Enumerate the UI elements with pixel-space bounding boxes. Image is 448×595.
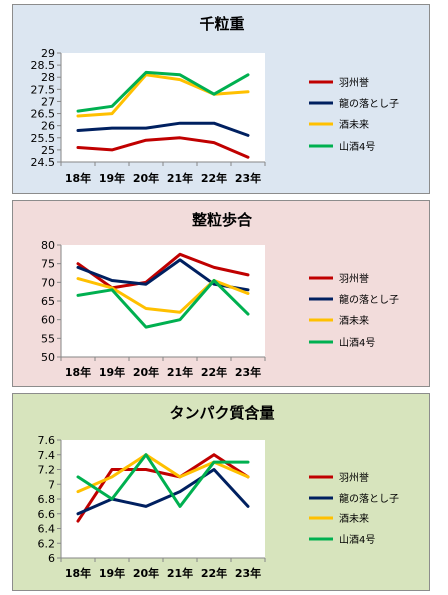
chart-panel-sennryuju: 千粒重 24.5 25 25.5 26 26.5 27 27.5 28 28.5 29 18年 19年 2…: [12, 4, 430, 194]
chart-title: 整粒歩合: [192, 211, 253, 229]
y-tick-label: 28: [41, 71, 55, 84]
chart-title: 千粒重: [199, 15, 244, 33]
x-tick-label: 23年: [235, 171, 261, 185]
x-tick-label: 22年: [201, 365, 227, 379]
legend-label: 酒未来: [339, 315, 369, 327]
series-line-3: [76, 70, 250, 113]
chart-svg: タンパク質含量 6 6.26.4 6.6 6.8 77.2 7.4 7.6 18年 19年 20年 2…: [38, 404, 400, 580]
y-tick-label: 29: [41, 47, 55, 60]
y-tick-label: 55: [41, 332, 55, 345]
series-line-0: [76, 252, 250, 290]
legend-label: 羽州誉: [339, 471, 369, 484]
series-line-1: [76, 468, 250, 516]
x-tick-label: 22年: [201, 566, 227, 580]
x-tick-label: 20年: [133, 171, 159, 185]
series-line-1: [76, 121, 250, 137]
y-tick-label: 7: [48, 478, 55, 491]
y-tick-label: 80: [41, 239, 55, 252]
legend-label: 山酒4号: [339, 337, 375, 349]
x-tick-label: 19年: [99, 171, 125, 185]
y-tick-label: 25.5: [31, 132, 56, 145]
y-tick-label: 6.6: [38, 508, 56, 521]
y-tick-label: 70: [41, 276, 55, 289]
series-line-2: [76, 73, 250, 118]
y-tick-label: 60: [41, 314, 55, 327]
series-line-2: [76, 453, 250, 494]
y-tick-label: 6.4: [38, 523, 56, 536]
chart-title: タンパク質含量: [169, 404, 274, 422]
x-tick-label: 21年: [167, 365, 193, 379]
x-tick-label: 22年: [201, 171, 227, 185]
series-line-0: [76, 136, 250, 159]
y-tick-label: 7.6: [38, 434, 56, 447]
x-tick-label: 23年: [235, 566, 261, 580]
y-tick-label: 7.2: [38, 464, 56, 477]
y-tick-label: 75: [41, 258, 55, 271]
y-tick-label: 6.8: [38, 493, 56, 506]
legend-label: 龍の落とし子: [339, 492, 399, 505]
y-tick-label: 6.2: [38, 537, 56, 550]
chart-svg: 整粒歩合 50 55 60 65 70 75 80 18年 19年 20年 21年 22年 23年 羽州誉龍…: [41, 211, 399, 379]
chart-panel-seiryubuai: 整粒歩合 50 55 60 65 70 75 80 18年 19年 20年 21年 22年 23年 羽州誉龍…: [12, 200, 430, 387]
y-tick-label: 28.5: [31, 59, 56, 72]
legend-label: 龍の落とし子: [339, 97, 399, 110]
chart-panel-tanpaku: タンパク質含量 6 6.2 6.4 6.6 6.8 7 7.2 7.4 7.6 18年 19年 20年 2…: [12, 393, 430, 591]
series-line-3: [76, 279, 250, 329]
legend-label: 酒未来: [339, 119, 369, 131]
y-tick-label: 6: [48, 552, 55, 565]
plot-area: [61, 53, 265, 162]
x-tick-label: 23年: [235, 365, 261, 379]
legend-label: 山酒4号: [339, 534, 375, 546]
x-tick-label: 18年: [65, 171, 91, 185]
y-tick-label: 50: [41, 351, 55, 364]
plot-area: [61, 245, 265, 357]
legend-label: 山酒4号: [339, 141, 375, 153]
legend-label: 酒未来: [339, 513, 369, 525]
legend-label: 羽州誉: [339, 272, 369, 285]
x-tick-label: 21年: [167, 171, 193, 185]
series-line-3: [76, 453, 250, 508]
y-tick-label: 65: [41, 295, 55, 308]
x-tick-label: 20年: [133, 365, 159, 379]
x-tick-label: 20年: [133, 566, 159, 580]
x-tick-label: 19年: [99, 365, 125, 379]
y-tick-label: 24.5: [31, 156, 56, 169]
legend-label: 龍の落とし子: [339, 293, 399, 306]
y-tick-label: 26.5: [31, 108, 56, 121]
y-tick-label: 7.4: [38, 449, 56, 462]
x-tick-label: 18年: [65, 365, 91, 379]
x-tick-label: 18年: [65, 566, 91, 580]
y-tick-label: 26: [41, 120, 55, 133]
y-tick-label: 27.5: [31, 83, 56, 96]
series-line-2: [76, 277, 250, 314]
y-tick-label: 25: [41, 144, 55, 157]
legend-label: 羽州誉: [339, 76, 369, 89]
y-tick-label: 27: [41, 95, 55, 108]
x-tick-label: 21年: [167, 566, 193, 580]
x-tick-label: 19年: [99, 566, 125, 580]
